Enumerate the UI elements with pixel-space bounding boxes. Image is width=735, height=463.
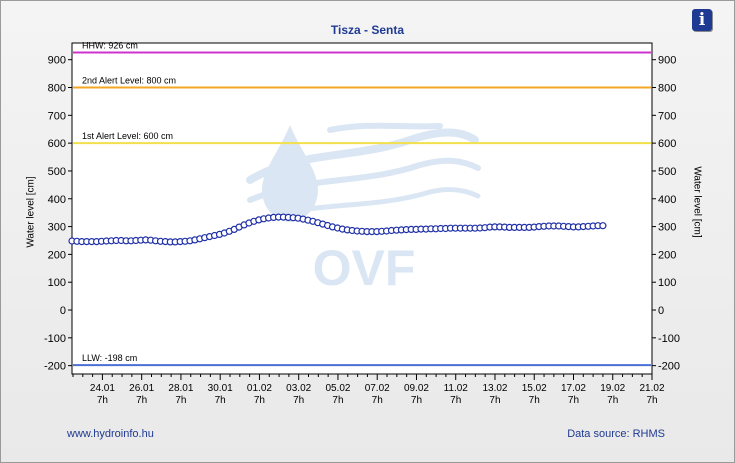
y-tick-label-left: 300 xyxy=(48,222,66,234)
y-tick-label-left: 100 xyxy=(48,277,66,289)
y-tick-label-right: 500 xyxy=(658,166,676,178)
hydroinfo-link[interactable]: www.hydroinfo.hu xyxy=(67,428,154,440)
x-tick-sublabel: 7h xyxy=(450,395,461,406)
y-tick-label-right: 800 xyxy=(658,83,676,95)
x-tick-sublabel: 7h xyxy=(568,395,579,406)
x-tick-sublabel: 7h xyxy=(489,395,500,406)
y-tick-label-left: 0 xyxy=(60,305,66,317)
x-tick-sublabel: 7h xyxy=(254,395,265,406)
x-tick-sublabel: 7h xyxy=(293,395,304,406)
data-source-label: Data source: RHMS xyxy=(567,428,665,440)
y-tick-label-right: 100 xyxy=(658,277,676,289)
x-tick-sublabel: 7h xyxy=(372,395,383,406)
y-tick-label-right: 400 xyxy=(658,194,676,206)
x-tick-sublabel: 7h xyxy=(411,395,422,406)
x-tick-label: 09.02 xyxy=(404,383,429,394)
y-tick-label-left: -200 xyxy=(44,361,66,373)
reference-line-label: HHW: 926 cm xyxy=(82,40,138,50)
x-tick-sublabel: 7h xyxy=(529,395,540,406)
svg-text:OVF: OVF xyxy=(313,240,416,296)
info-icon[interactable]: i xyxy=(692,9,712,31)
x-tick-sublabel: 7h xyxy=(332,395,343,406)
y-tick-label-left: 700 xyxy=(48,110,66,122)
y-tick-label-right: -200 xyxy=(658,361,680,373)
x-tick-sublabel: 7h xyxy=(646,395,657,406)
y-tick-label-left: -100 xyxy=(44,333,66,345)
reference-line-label: 2nd Alert Level: 800 cm xyxy=(82,76,176,86)
x-tick-label: 01.02 xyxy=(247,383,272,394)
x-tick-label: 05.02 xyxy=(325,383,350,394)
y-tick-label-left: 500 xyxy=(48,166,66,178)
x-tick-label: 30.01 xyxy=(208,383,233,394)
x-tick-sublabel: 7h xyxy=(97,395,108,406)
x-tick-label: 19.02 xyxy=(600,383,625,394)
x-tick-sublabel: 7h xyxy=(175,395,186,406)
x-tick-label: 15.02 xyxy=(522,383,547,394)
x-tick-label: 24.01 xyxy=(90,383,115,394)
x-tick-label: 26.01 xyxy=(129,383,154,394)
x-tick-label: 21.02 xyxy=(639,383,664,394)
x-tick-label: 17.02 xyxy=(561,383,586,394)
y-tick-label-right: 700 xyxy=(658,110,676,122)
y-tick-label-right: -100 xyxy=(658,333,680,345)
ovf-watermark-logo: OVF xyxy=(246,122,481,296)
y-tick-label-right: 200 xyxy=(658,249,676,261)
y-tick-label-left: 600 xyxy=(48,138,66,150)
y-tick-label-right: 300 xyxy=(658,222,676,234)
y-tick-label-left: 800 xyxy=(48,83,66,95)
x-tick-label: 28.01 xyxy=(168,383,193,394)
y-tick-label-right: 900 xyxy=(658,55,676,67)
plot-area xyxy=(71,42,653,375)
y-tick-label-right: 0 xyxy=(658,305,664,317)
chart-title: Tisza - Senta xyxy=(330,23,405,37)
reference-line-label: 1st Alert Level: 600 cm xyxy=(82,131,173,141)
reference-line-label: LLW: -198 cm xyxy=(82,353,137,363)
x-tick-sublabel: 7h xyxy=(607,395,618,406)
x-tick-label: 07.02 xyxy=(365,383,390,394)
x-tick-label: 11.02 xyxy=(444,383,469,394)
y-tick-label-left: 200 xyxy=(48,249,66,261)
x-tick-label: 13.02 xyxy=(482,383,507,394)
data-point xyxy=(599,222,607,230)
y-tick-label-left: 400 xyxy=(48,194,66,206)
y-tick-label-right: 600 xyxy=(658,138,676,150)
x-tick-sublabel: 7h xyxy=(136,395,147,406)
x-tick-sublabel: 7h xyxy=(215,395,226,406)
x-tick-label: 03.02 xyxy=(286,383,311,394)
y-tick-label-left: 900 xyxy=(48,55,66,67)
